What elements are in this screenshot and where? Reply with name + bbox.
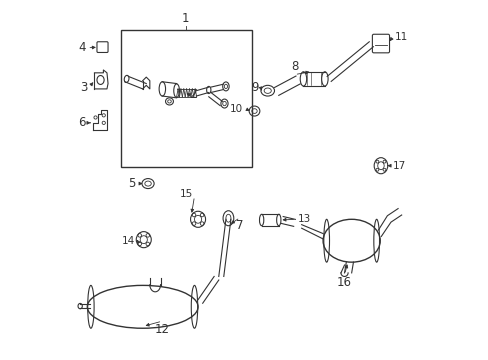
Text: 12: 12	[155, 323, 169, 336]
Text: 14: 14	[122, 236, 135, 246]
Text: 15: 15	[179, 189, 192, 199]
Text: 4: 4	[78, 41, 85, 54]
Text: 10: 10	[230, 104, 243, 113]
Text: 3: 3	[80, 81, 87, 94]
Text: 17: 17	[392, 161, 405, 171]
Text: 16: 16	[336, 276, 351, 289]
Bar	[121, 30, 251, 167]
Text: 11: 11	[394, 32, 407, 42]
Text: 2: 2	[188, 88, 196, 101]
Text: 7: 7	[236, 219, 244, 232]
Text: 9: 9	[251, 81, 258, 94]
Text: 1: 1	[182, 12, 189, 24]
Text: 13: 13	[298, 214, 311, 224]
Text: 8: 8	[290, 60, 298, 73]
Text: 5: 5	[128, 177, 135, 190]
Text: 6: 6	[78, 116, 85, 129]
